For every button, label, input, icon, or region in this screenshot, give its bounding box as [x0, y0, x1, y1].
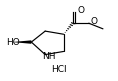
Text: O: O: [90, 17, 97, 26]
Text: HO: HO: [6, 38, 20, 47]
Text: O: O: [78, 6, 85, 15]
Text: NH: NH: [42, 52, 56, 61]
Polygon shape: [12, 40, 31, 44]
Text: HCl: HCl: [51, 65, 67, 74]
